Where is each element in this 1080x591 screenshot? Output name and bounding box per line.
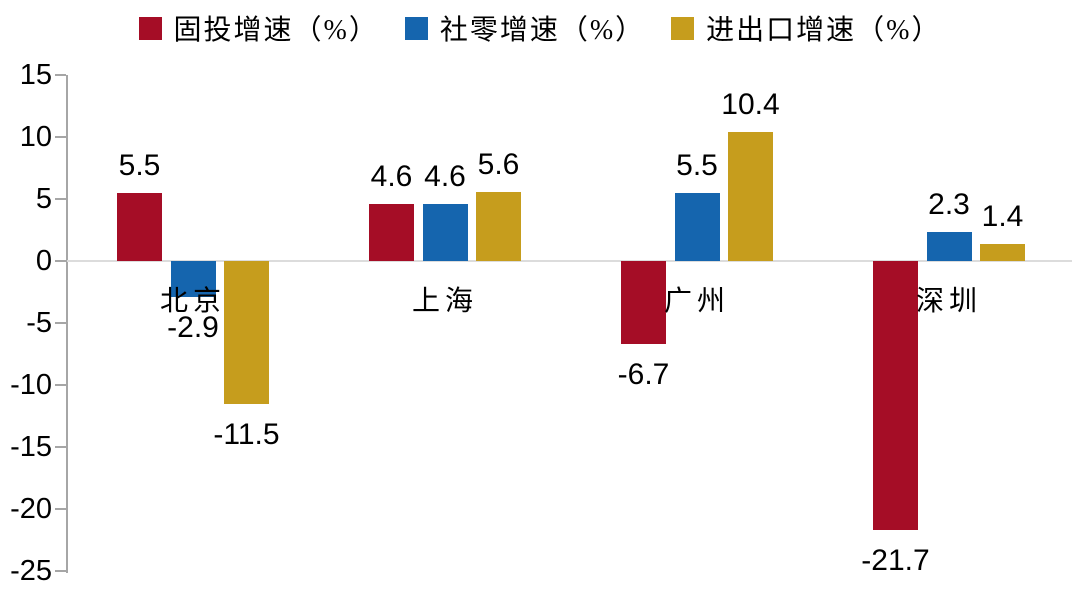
chart-legend: 固投增速（%） 社零增速（%） 进出口增速（%） — [0, 8, 1080, 48]
value-label-import-export-growth-shenzhen: 1.4 — [981, 199, 1024, 233]
legend-swatch-icon — [671, 16, 695, 40]
bar-retail-sales-growth-shanghai — [422, 203, 468, 261]
y-axis-tick-label: 5 — [35, 183, 52, 215]
category-label-shanghai: 上海 — [411, 286, 478, 317]
legend-label: 社零增速（%） — [439, 15, 646, 46]
bar-retail-sales-growth-shenzhen — [926, 232, 972, 261]
bar-fixed-investment-growth-beijing — [117, 192, 162, 261]
y-axis-tick-label: -25 — [10, 555, 52, 587]
y-axis-tick-mark — [55, 446, 66, 448]
category-label-guangzhou: 广州 — [663, 286, 730, 317]
category-label-shenzhen: 深圳 — [915, 286, 982, 317]
legend-item-fixed-investment-growth: 固投增速（%） — [138, 8, 379, 48]
legend-label: 进出口增速（%） — [706, 15, 942, 46]
y-axis-tick-mark — [55, 136, 66, 138]
y-axis-tick-mark — [55, 570, 66, 572]
bar-fixed-investment-growth-shanghai — [369, 203, 414, 261]
value-label-retail-sales-growth-shanghai: 4.6 — [424, 159, 466, 193]
y-axis-tick-mark — [55, 74, 66, 76]
value-label-retail-sales-growth-shenzhen: 2.3 — [928, 188, 970, 222]
value-label-retail-sales-growth-guangzhou: 5.5 — [676, 148, 718, 182]
bar-fixed-investment-growth-shenzhen — [873, 261, 918, 531]
y-axis-tick-label: 0 — [35, 245, 52, 277]
value-label-fixed-investment-growth-shenzhen: -21.7 — [861, 544, 930, 578]
value-label-import-export-growth-beijing: -11.5 — [213, 417, 280, 451]
value-label-fixed-investment-growth-beijing: 5.5 — [118, 148, 161, 182]
legend-item-import-export-growth: 进出口增速（%） — [671, 8, 941, 48]
bar-retail-sales-growth-guangzhou — [674, 192, 720, 261]
bar-import-export-growth-shenzhen — [980, 243, 1025, 261]
value-label-import-export-growth-guangzhou: 10.4 — [721, 88, 780, 122]
zero-gridline — [67, 260, 1072, 262]
y-axis-tick-mark — [55, 508, 66, 510]
bar-import-export-growth-guangzhou — [728, 132, 773, 261]
y-axis-tick-mark — [55, 260, 66, 262]
y-axis-tick-label: -15 — [10, 431, 52, 463]
y-axis-tick-label: 15 — [19, 59, 52, 91]
bar-fixed-investment-growth-guangzhou — [621, 261, 666, 345]
category-label-beijing: 北京 — [159, 286, 226, 317]
legend-label: 固投增速（%） — [173, 15, 379, 46]
y-axis-tick-label: -5 — [26, 307, 52, 339]
y-axis-tick-label: 10 — [19, 121, 52, 153]
y-axis-tick-mark — [55, 198, 66, 200]
y-axis-line — [66, 75, 68, 573]
legend-swatch-icon — [138, 16, 162, 40]
value-label-fixed-investment-growth-guangzhou: -6.7 — [617, 358, 670, 392]
bar-retail-sales-growth-beijing — [170, 261, 216, 297]
bar-import-export-growth-beijing — [224, 261, 269, 404]
value-label-fixed-investment-growth-shanghai: 4.6 — [370, 159, 413, 193]
legend-swatch-icon — [404, 16, 428, 40]
y-axis-tick-mark — [55, 322, 66, 324]
y-axis-tick-label: -20 — [10, 493, 52, 525]
legend-item-retail-sales-growth: 社零增速（%） — [404, 8, 646, 48]
bar-import-export-growth-shanghai — [476, 191, 521, 261]
y-axis-tick-mark — [55, 384, 66, 386]
y-axis-tick-label: -10 — [10, 369, 52, 401]
value-label-retail-sales-growth-beijing: -2.9 — [167, 310, 219, 344]
value-label-import-export-growth-shanghai: 5.6 — [477, 147, 520, 181]
